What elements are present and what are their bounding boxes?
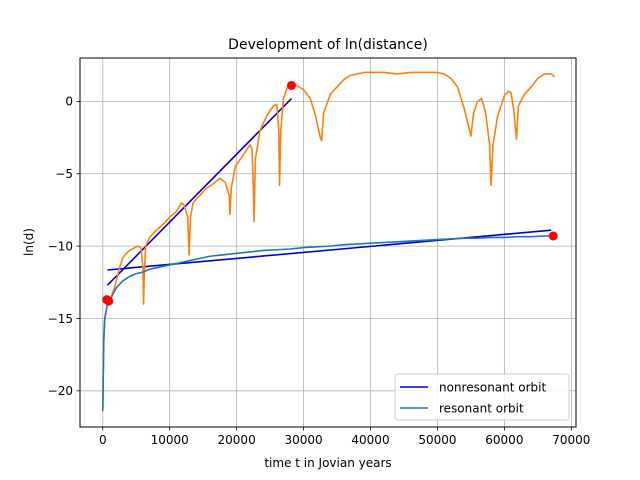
x-tick-label: 60000 — [485, 433, 523, 447]
legend-label-resonant: resonant orbit — [439, 402, 524, 416]
x-tick-label: 40000 — [351, 433, 389, 447]
fit-line-1 — [107, 229, 552, 271]
legend: nonresonant orbit resonant orbit — [394, 373, 570, 421]
series-line-3 — [101, 235, 554, 412]
plot-area — [101, 71, 558, 412]
x-tick-label: 0 — [99, 433, 107, 447]
x-axis-label: time t in Jovian years — [264, 456, 391, 470]
x-tick-label: 20000 — [218, 433, 256, 447]
y-tick-label: −5 — [55, 167, 73, 181]
x-axis: 0 10000 20000 30000 40000 50000 60000 70000 — [99, 427, 590, 447]
legend-box — [394, 373, 570, 421]
chart-title: Development of ln(distance) — [228, 37, 428, 53]
x-tick-label: 30000 — [284, 433, 322, 447]
marker-point-2 — [287, 80, 297, 90]
x-tick-label: 70000 — [552, 433, 590, 447]
y-tick-label: −10 — [48, 239, 73, 253]
x-tick-label: 10000 — [151, 433, 189, 447]
y-tick-label: −15 — [48, 312, 73, 326]
legend-label-nonresonant: nonresonant orbit — [439, 381, 547, 395]
y-tick-label: 0 — [65, 95, 73, 109]
marker-point-1 — [104, 296, 114, 306]
y-axis-label: ln(d) — [22, 228, 36, 256]
y-tick-label: −20 — [48, 384, 73, 398]
x-tick-label: 50000 — [418, 433, 456, 447]
y-axis: −20 −15 −10 −5 0 — [48, 95, 80, 398]
marker-point-3 — [548, 231, 558, 241]
series-line-2 — [101, 71, 556, 412]
plot-frame — [79, 57, 577, 428]
